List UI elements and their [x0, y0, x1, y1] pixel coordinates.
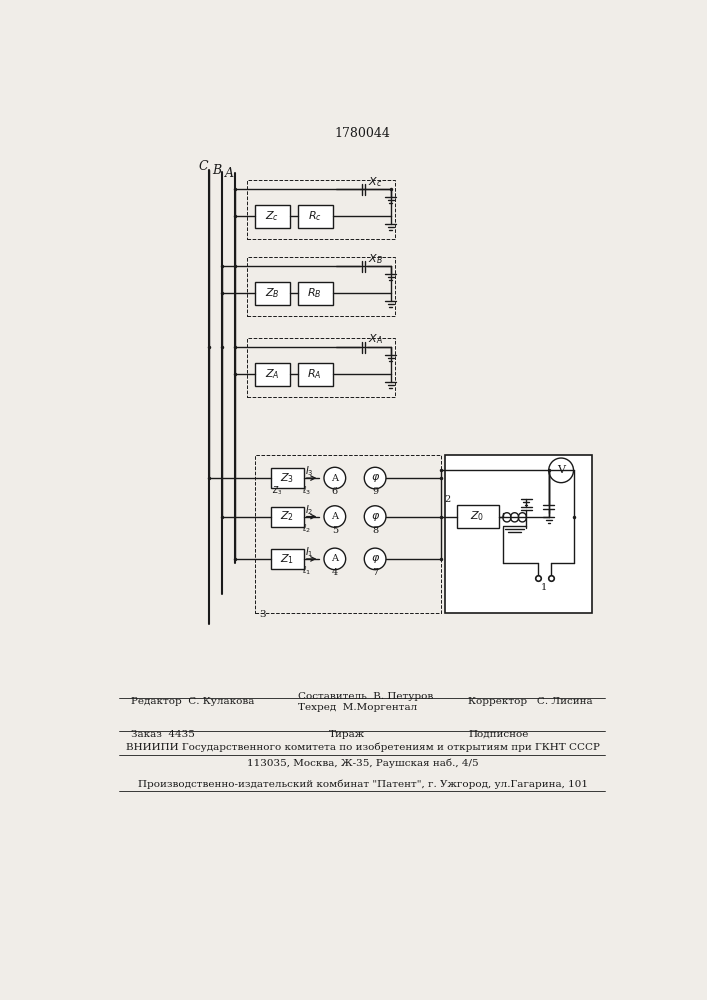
Text: $Z_B$: $Z_B$	[264, 286, 279, 300]
Bar	[298, 363, 332, 386]
Bar	[271, 549, 304, 569]
Text: $Z_3$: $Z_3$	[272, 485, 283, 497]
Bar	[247, 338, 395, 397]
Circle shape	[324, 506, 346, 527]
Text: 9: 9	[372, 487, 378, 496]
Text: $Z_3$: $Z_3$	[280, 471, 294, 485]
Text: 4: 4	[332, 568, 338, 577]
Text: V: V	[557, 465, 565, 475]
Bar	[247, 180, 395, 239]
Circle shape	[324, 467, 346, 489]
Text: $Z_A$: $Z_A$	[264, 367, 279, 381]
Text: $X_B$: $X_B$	[368, 252, 382, 265]
Text: $I_1$: $I_1$	[305, 545, 313, 559]
Circle shape	[364, 506, 386, 527]
Text: A: A	[225, 167, 234, 180]
Bar	[271, 468, 304, 488]
Bar	[255, 363, 290, 386]
Bar	[247, 257, 395, 316]
Text: Подписное: Подписное	[468, 730, 529, 739]
Bar	[255, 282, 290, 305]
Text: 1780044: 1780044	[335, 127, 391, 140]
Text: $X_c$: $X_c$	[368, 175, 382, 188]
Bar	[457, 505, 499, 528]
Text: $R_B$: $R_B$	[308, 286, 322, 300]
Text: 3: 3	[259, 610, 266, 619]
Text: 1: 1	[541, 583, 547, 592]
Text: Тираж: Тираж	[329, 730, 365, 739]
Text: $R_A$: $R_A$	[308, 367, 322, 381]
Text: Производственно-издательский комбинат "Патент", г. Ужгород, ул.Гагарина, 101: Производственно-издательский комбинат "П…	[138, 780, 588, 789]
Text: $I_3$: $I_3$	[305, 464, 314, 478]
Text: Редактор  С. Кулакова: Редактор С. Кулакова	[131, 697, 255, 706]
Text: 113035, Москва, Ж-35, Раушская наб., 4/5: 113035, Москва, Ж-35, Раушская наб., 4/5	[247, 758, 479, 768]
Circle shape	[364, 548, 386, 570]
Text: Корректор   С. Лисина: Корректор С. Лисина	[468, 697, 592, 706]
Text: $R_c$: $R_c$	[308, 209, 322, 223]
Bar	[298, 205, 332, 228]
Text: $Z_c$: $Z_c$	[265, 209, 279, 223]
Text: 5: 5	[332, 526, 338, 535]
Text: 6: 6	[332, 487, 338, 496]
Text: $\varphi$: $\varphi$	[370, 553, 380, 565]
Text: A: A	[332, 554, 339, 563]
Text: A: A	[332, 474, 339, 483]
Text: Составитель  В. Петуров: Составитель В. Петуров	[298, 692, 433, 701]
Text: $\varphi$: $\varphi$	[370, 511, 380, 523]
Circle shape	[549, 458, 573, 483]
Text: $Z_1$: $Z_1$	[280, 552, 294, 566]
Text: $\ell_1$: $\ell_1$	[302, 565, 312, 577]
Text: ВНИИПИ Государственного комитета по изобретениям и открытиям при ГКНТ СССР: ВНИИПИ Государственного комитета по изоб…	[126, 743, 600, 752]
Bar	[298, 282, 332, 305]
Text: 8: 8	[372, 526, 378, 535]
Text: 2: 2	[444, 495, 450, 504]
Text: $Z_0$: $Z_0$	[470, 510, 484, 523]
Text: A: A	[332, 512, 339, 521]
Text: B: B	[212, 164, 221, 177]
Bar	[255, 205, 290, 228]
Circle shape	[324, 548, 346, 570]
Text: Заказ  4435: Заказ 4435	[131, 730, 195, 739]
Text: $Z_2$: $Z_2$	[280, 510, 294, 523]
Text: C: C	[198, 160, 208, 173]
Text: $X_A$: $X_A$	[368, 333, 382, 346]
Text: $\varphi$: $\varphi$	[370, 472, 380, 484]
Text: $I_2$: $I_2$	[305, 503, 313, 517]
Bar	[271, 507, 304, 527]
Text: $\ell_3$: $\ell_3$	[303, 484, 312, 497]
Bar	[255, 455, 441, 613]
Text: $\ell_2$: $\ell_2$	[303, 523, 312, 535]
Text: 7: 7	[372, 568, 378, 577]
Text: Техред  М.Моргентал: Техред М.Моргентал	[298, 703, 417, 712]
Circle shape	[364, 467, 386, 489]
Bar	[445, 455, 592, 613]
